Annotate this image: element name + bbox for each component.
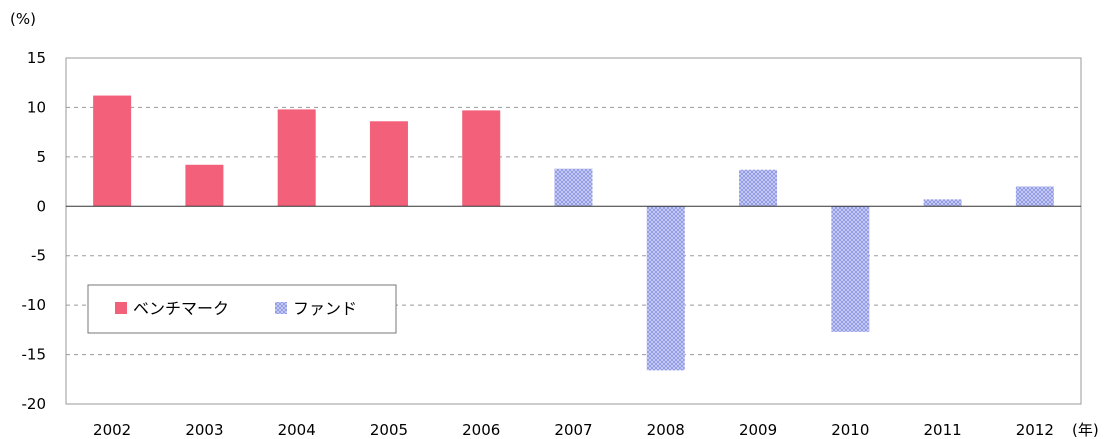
bar-benchmark-2003 bbox=[185, 164, 224, 207]
x-tick-label: 2008 bbox=[647, 421, 685, 439]
plot-area bbox=[65, 57, 1082, 405]
y-tick-label: -20 bbox=[22, 395, 47, 413]
x-tick-label: 2011 bbox=[923, 421, 961, 439]
bar-fund-2011 bbox=[923, 199, 962, 207]
x-tick-label: 2007 bbox=[554, 421, 592, 439]
bar-fund-2009 bbox=[739, 169, 778, 207]
y-axis-ticks: 15 10 5 0 -5 -10 -15 -20 bbox=[22, 49, 47, 413]
x-tick-label: 2002 bbox=[93, 421, 131, 439]
x-tick-label: 2004 bbox=[278, 421, 316, 439]
bar-fund-2010 bbox=[831, 206, 870, 332]
legend-box bbox=[87, 284, 397, 334]
bars bbox=[93, 95, 1054, 371]
bar-fund-2012 bbox=[1015, 186, 1054, 207]
legend-label-benchmark: ベンチマーク bbox=[133, 299, 229, 318]
legend-label-fund: ファンド bbox=[293, 299, 357, 318]
legend-swatch-fund bbox=[275, 302, 287, 314]
bar-fund-2007 bbox=[554, 168, 593, 207]
y-tick-label: 15 bbox=[27, 49, 46, 67]
y-tick-label: 0 bbox=[36, 197, 46, 215]
y-tick-label: -15 bbox=[22, 346, 47, 364]
x-tick-label: 2012 bbox=[1016, 421, 1054, 439]
bar-benchmark-2006 bbox=[462, 110, 501, 207]
y-tick-label: 10 bbox=[27, 98, 46, 116]
bar-benchmark-2005 bbox=[369, 121, 408, 207]
bar-benchmark-2004 bbox=[277, 109, 316, 207]
bar-benchmark-2002 bbox=[93, 95, 132, 207]
x-tick-label: 2003 bbox=[185, 421, 223, 439]
x-axis-ticks: 2002 2003 2004 2005 2006 2007 2008 2009 2010 2011… bbox=[93, 421, 1054, 439]
y-tick-label: -5 bbox=[31, 247, 46, 265]
legend: ベンチマーク ファンド bbox=[87, 284, 397, 334]
y-tick-label: -10 bbox=[22, 296, 47, 314]
x-tick-label: 2005 bbox=[370, 421, 408, 439]
x-tick-label: 2009 bbox=[739, 421, 777, 439]
bar-fund-2008 bbox=[646, 206, 685, 371]
x-tick-label: 2010 bbox=[831, 421, 869, 439]
legend-swatch-benchmark bbox=[115, 302, 127, 314]
y-tick-label: 5 bbox=[36, 148, 46, 166]
y-axis-unit: (%) bbox=[10, 10, 36, 28]
x-tick-label: 2006 bbox=[462, 421, 500, 439]
x-axis-unit: (年) bbox=[1072, 421, 1099, 439]
